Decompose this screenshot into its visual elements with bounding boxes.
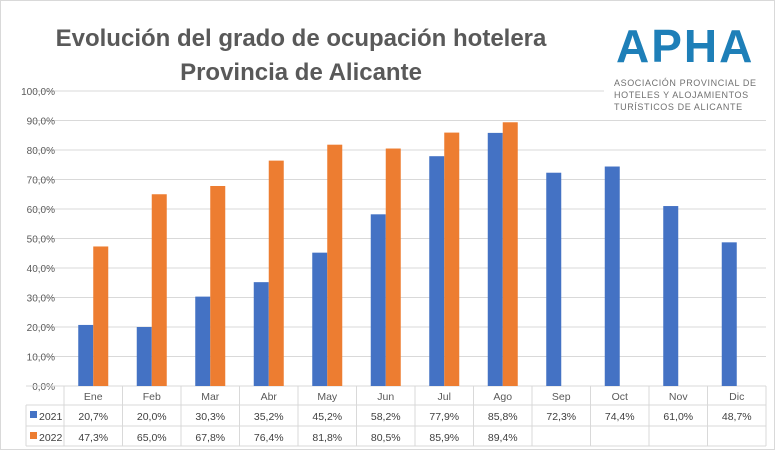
legend-swatch — [30, 411, 37, 418]
bar-2022 — [444, 132, 460, 386]
legend-swatch — [30, 432, 37, 439]
logo-text: ASOCIACIÓN PROVINCIAL DE HOTELES Y ALOJA… — [614, 77, 757, 113]
bar-2021 — [604, 166, 620, 386]
table-value: 72,3% — [546, 411, 576, 423]
table-value: 89,4% — [488, 432, 518, 444]
bar-2021 — [253, 282, 269, 386]
table-value: 30,3% — [195, 411, 225, 423]
y-tick-label: 70,0% — [27, 176, 55, 187]
table-value: 76,4% — [254, 432, 284, 444]
y-tick-label: 10,0% — [27, 353, 55, 364]
bar-2021 — [370, 214, 386, 386]
y-tick-label: 80,0% — [27, 146, 55, 157]
bar-2022 — [151, 194, 167, 386]
bar-2021 — [429, 156, 445, 386]
y-tick-label: 50,0% — [27, 235, 55, 246]
chart-subtitle: Provincia de Alicante — [180, 59, 422, 86]
legend-label: 2021 — [39, 411, 63, 423]
y-tick-label: 40,0% — [27, 264, 55, 275]
x-tick-label: Oct — [612, 391, 628, 403]
bar-2021 — [136, 327, 152, 386]
table-value: 77,9% — [429, 411, 459, 423]
x-tick-label: Jul — [438, 391, 451, 403]
bar-2021 — [721, 242, 737, 386]
apha-logo: APHA ASOCIACIÓN PROVINCIAL DE HOTELES Y … — [604, 5, 769, 117]
table-value: 81,8% — [312, 432, 342, 444]
bar-2021 — [195, 296, 211, 386]
bar-2022 — [93, 246, 109, 386]
y-tick-label: 30,0% — [27, 294, 55, 305]
table-value: 20,0% — [137, 411, 167, 423]
bar-2021 — [312, 252, 328, 386]
bar-2021 — [663, 206, 679, 386]
logo-line: TURÍSTICOS DE ALICANTE — [614, 102, 743, 112]
table-value: 85,9% — [429, 432, 459, 444]
y-tick-label: 0,0% — [32, 382, 55, 393]
table-value: 65,0% — [137, 432, 167, 444]
bar-2022 — [327, 144, 343, 386]
logo-line: ASOCIACIÓN PROVINCIAL DE — [614, 78, 757, 88]
table-value: 61,0% — [663, 411, 693, 423]
x-tick-label: Mar — [201, 391, 220, 403]
x-tick-label: May — [317, 391, 338, 403]
logo-wordmark: APHA — [616, 20, 755, 72]
table-value: 48,7% — [722, 411, 752, 423]
table-value: 20,7% — [78, 411, 108, 423]
legend-label: 2022 — [39, 432, 63, 444]
x-tick-label: Nov — [669, 391, 688, 403]
table-value: 58,2% — [371, 411, 401, 423]
bar-2021 — [487, 132, 503, 386]
y-tick-label: 60,0% — [27, 205, 55, 216]
bar-2022 — [502, 122, 518, 387]
x-tick-label: Jun — [377, 391, 394, 403]
y-tick-label: 90,0% — [27, 117, 55, 128]
table-value: 67,8% — [195, 432, 225, 444]
table-value: 85,8% — [488, 411, 518, 423]
bar-2022 — [385, 148, 401, 386]
table-value: 47,3% — [78, 432, 108, 444]
bar-2022 — [268, 160, 284, 386]
chart-title: Evolución del grado de ocupación hoteler… — [55, 25, 547, 52]
x-tick-label: Dic — [729, 391, 744, 403]
x-tick-label: Feb — [143, 391, 161, 403]
x-tick-label: Abr — [261, 391, 278, 403]
table-value: 35,2% — [254, 411, 284, 423]
x-tick-label: Ene — [84, 391, 103, 403]
x-tick-label: Sep — [552, 391, 571, 403]
table-value: 80,5% — [371, 432, 401, 444]
y-tick-label: 100,0% — [21, 87, 55, 98]
y-tick-label: 20,0% — [27, 323, 55, 334]
table-value: 45,2% — [312, 411, 342, 423]
bar-2021 — [78, 324, 94, 386]
table-value: 74,4% — [605, 411, 635, 423]
logo-line: HOTELES Y ALOJAMIENTOS — [614, 90, 749, 100]
bar-2022 — [210, 185, 226, 386]
x-tick-label: Ago — [493, 391, 512, 403]
bar-2021 — [546, 172, 562, 386]
